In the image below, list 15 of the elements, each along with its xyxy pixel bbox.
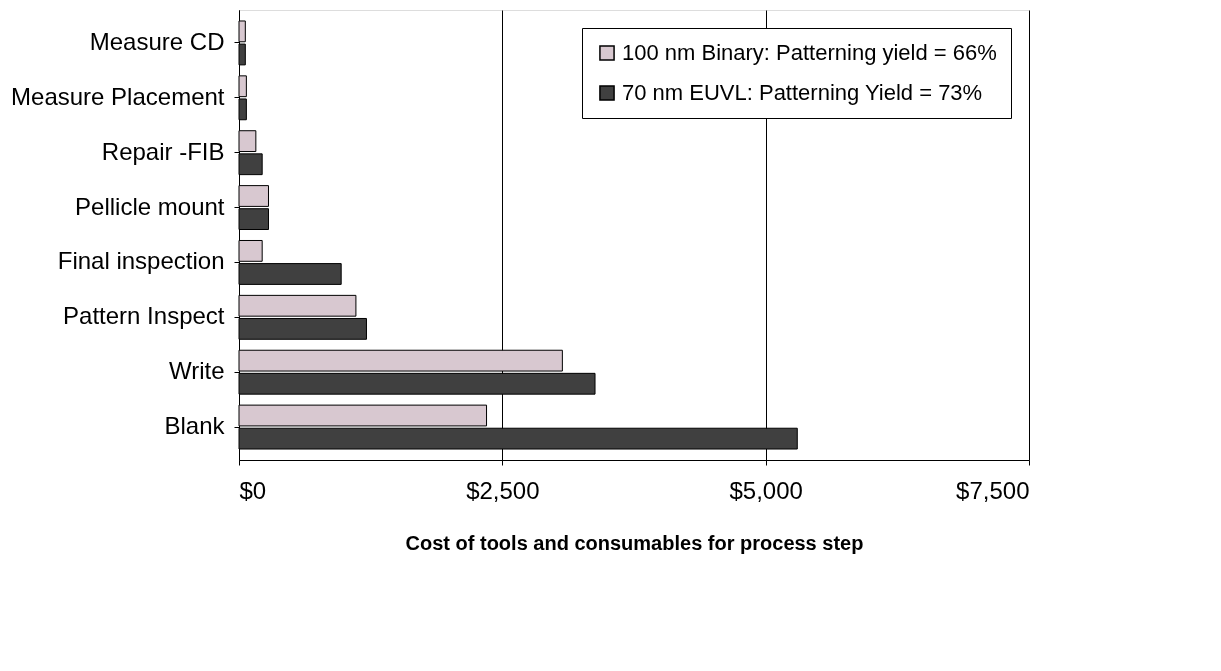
y-tick-label: Write	[168, 357, 225, 385]
x-tick-label: $7,500	[956, 476, 1030, 504]
y-tick-label: Repair -FIB	[101, 137, 225, 165]
legend-label: 70 nm EUVL: Patterning Yield = 73%	[622, 80, 983, 105]
y-tick-label: Measure CD	[89, 27, 225, 55]
y-tick-label: Final inspection	[57, 247, 225, 275]
x-tick-label: $5,000	[729, 476, 803, 504]
y-tick-label: Pattern Inspect	[63, 302, 225, 330]
x-axis-title: Cost of tools and consumables for process step	[405, 531, 864, 554]
x-tick-label: $0	[239, 476, 267, 504]
y-tick-label: Pellicle mount	[75, 192, 225, 220]
y-tick-label: Measure Placement	[11, 82, 225, 110]
x-tick-label: $2,500	[466, 476, 540, 504]
legend-label: 100 nm Binary: Patterning yield = 66%	[622, 40, 997, 65]
y-tick-label: Blank	[164, 412, 226, 440]
